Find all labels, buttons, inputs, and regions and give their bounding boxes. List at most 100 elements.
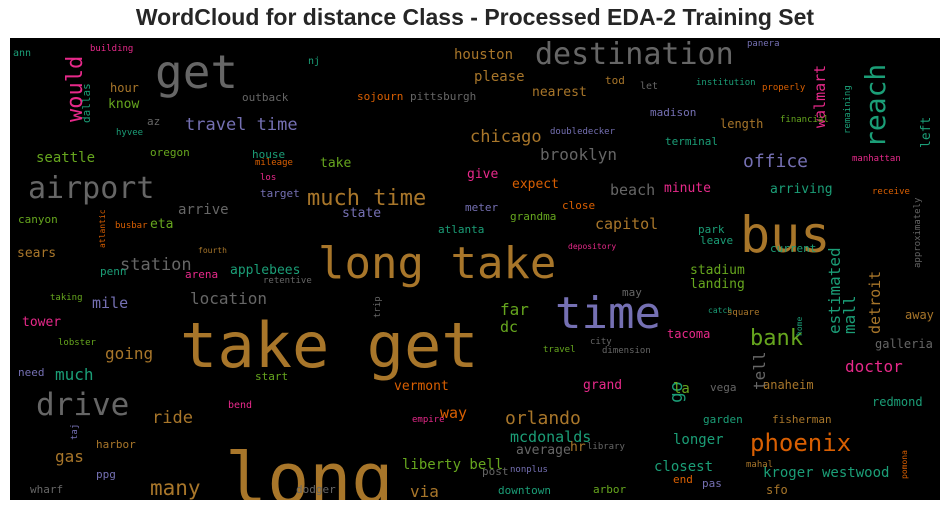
cloud-word: retentive (263, 276, 312, 286)
cloud-word: mile (92, 294, 128, 312)
cloud-word: az (147, 115, 160, 128)
cloud-word: panera (747, 39, 780, 49)
cloud-word: sears (17, 246, 56, 261)
cloud-word: office (743, 151, 808, 172)
cloud-word: expect (512, 177, 559, 192)
cloud-word: atlantic (98, 209, 107, 248)
cloud-word: ppg (96, 468, 116, 481)
cloud-word: seattle (36, 150, 95, 166)
cloud-word: please (474, 69, 525, 85)
cloud-word: grand (583, 378, 622, 393)
cloud-word: atlanta (438, 223, 484, 236)
cloud-word: sfo (766, 483, 788, 497)
cloud-word: empire (412, 415, 445, 425)
cloud-word: arena (185, 268, 218, 281)
cloud-word: outback (242, 91, 289, 104)
cloud-word: bus (740, 206, 830, 264)
word-group: take get long long take bus time get destinati… (13, 38, 934, 500)
cloud-word: downtown (498, 484, 551, 497)
cloud-word: reach (859, 64, 892, 148)
cloud-word: pomona (900, 450, 909, 479)
cloud-word: dimension (602, 346, 651, 356)
cloud-word: la (673, 381, 690, 397)
cloud-word: square (727, 308, 760, 318)
cloud-word: catch (708, 306, 732, 315)
cloud-word: gas (55, 447, 84, 466)
cloud-background (10, 38, 940, 500)
cloud-word: mahal (746, 460, 773, 470)
cloud-word: chicago (470, 127, 542, 147)
cloud-word: nearest (532, 85, 587, 100)
cloud-word: via (410, 482, 439, 500)
cloud-word: arbor (593, 483, 626, 496)
cloud-word: nonplus (510, 465, 548, 475)
cloud-word: bank (750, 326, 803, 351)
cloud-word: meter (465, 201, 498, 214)
cloud-word: taking (50, 293, 83, 303)
cloud-word: detroit (866, 271, 884, 334)
cloud-word: harbor (96, 438, 136, 451)
cloud-word: much (55, 365, 94, 384)
cloud-word: give (467, 167, 498, 182)
cloud-word: hour (110, 81, 139, 95)
cloud-word: dodger (296, 483, 336, 496)
cloud-word: phoenix (750, 429, 851, 457)
cloud-word: doctor (845, 357, 903, 376)
cloud-word: receive (872, 187, 910, 197)
cloud-word: leave (700, 234, 733, 247)
cloud-word: anaheim (763, 378, 814, 392)
cloud-word: would (63, 56, 88, 122)
cloud-word: doubledecker (550, 127, 616, 137)
cloud-word: much time (307, 186, 426, 211)
cloud-word: ride (152, 408, 193, 428)
cloud-word: approximately (913, 197, 923, 268)
cloud-word: home (795, 317, 804, 336)
cloud-word: los (260, 173, 276, 183)
cloud-word: vermont (394, 379, 449, 394)
cloud-word: bend (228, 400, 252, 411)
cloud-word: time (555, 288, 661, 339)
cloud-word: know (108, 97, 139, 112)
cloud-word: capitol (595, 215, 658, 233)
cloud-word: terminal (665, 135, 718, 148)
cloud-word: take get (180, 309, 479, 382)
cloud-word: redmond (872, 395, 923, 409)
cloud-word: going (105, 344, 153, 363)
cloud-word: remaining (843, 85, 853, 134)
cloud-word: long (225, 438, 394, 500)
cloud-word: far (500, 300, 529, 319)
chart-title: WordCloud for distance Class - Processed… (135, 4, 815, 30)
cloud-word: post (482, 465, 509, 478)
cloud-word: hr (570, 440, 586, 455)
cloud-word: left (919, 117, 934, 148)
cloud-word: dc (500, 318, 518, 336)
cloud-word: minute (664, 181, 711, 196)
cloud-word: city (590, 337, 612, 347)
cloud-word: start (255, 370, 288, 383)
cloud-word: landing (690, 277, 745, 292)
cloud-word: house (252, 148, 285, 161)
cloud-word: estimated (825, 247, 844, 334)
cloud-word: mall (840, 295, 859, 334)
cloud-word: end (673, 473, 693, 486)
cloud-word: pittsburgh (410, 90, 476, 103)
cloud-word: state (342, 206, 381, 221)
cloud-word: ann (13, 48, 31, 59)
cloud-word: need (18, 366, 45, 379)
cloud-word: institution (696, 78, 756, 88)
cloud-word: target (260, 187, 300, 200)
cloud-word: vega (710, 381, 737, 394)
cloud-word: building (90, 44, 133, 54)
cloud-word: destination (535, 38, 734, 72)
cloud-word: garden (703, 413, 743, 426)
cloud-word: canyon (18, 213, 58, 226)
cloud-word: way (440, 404, 467, 422)
cloud-word: liberty bell (402, 457, 503, 473)
cloud-word: nj (308, 56, 320, 67)
cloud-word: get (155, 45, 238, 99)
cloud-word: drive (36, 387, 129, 423)
cloud-word: mcdonalds (510, 428, 591, 446)
cloud-word: brooklyn (540, 145, 617, 164)
cloud-word: properly (762, 83, 806, 93)
cloud-word: tacoma (667, 327, 710, 341)
